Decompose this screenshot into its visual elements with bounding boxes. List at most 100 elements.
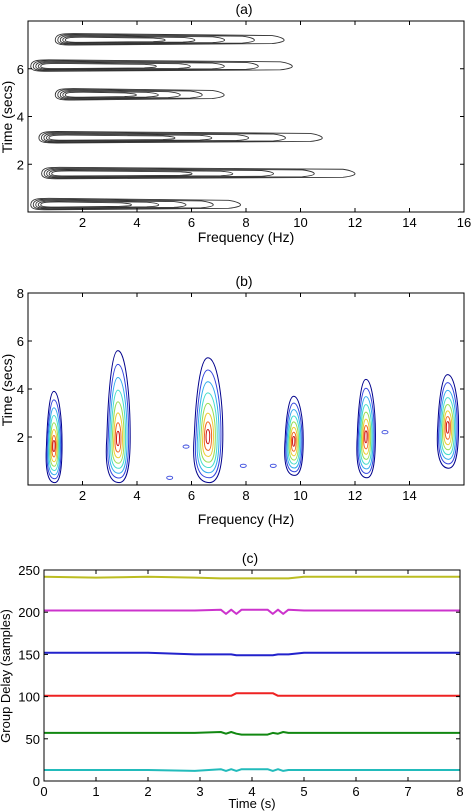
chart-b-ytick-label: 2 [17,430,24,445]
chart-a-xlabel: Frequency (Hz) [198,229,294,245]
contour-blob [193,357,224,484]
contour-line [54,33,285,46]
contour-line [62,35,196,44]
chart-c-ytick-label: 250 [18,563,40,578]
chart-a-ytick-label: 2 [17,157,24,172]
contour-line [40,131,286,143]
contour-line [286,409,302,469]
contour-line [362,418,370,455]
contour-blob [356,378,376,479]
contour-line [48,169,234,178]
contour-band [54,33,285,46]
chart-c-ytick-label: 50 [26,732,40,747]
chart-c-ytick-label: 0 [33,774,40,789]
contour-line [46,399,62,480]
chart-a-xtick-label: 4 [133,215,140,230]
chart-c-frame [43,569,461,782]
chart-a-xtick-label: 2 [79,215,86,230]
contour-line [194,369,222,479]
contour-speck [239,463,247,468]
contour-line [30,197,242,211]
contour-band [30,59,293,72]
contour-line [115,430,120,447]
contour-line [358,396,374,470]
contour-line [41,166,356,180]
contour-line [37,62,191,70]
contour-line [444,416,451,440]
chart-a-ytick-label: 6 [17,62,24,77]
chart-c-ylabel: Group Delay (samples) [0,609,13,743]
chart-b-xtick-label: 12 [348,488,362,503]
contour-line [51,170,193,177]
contour-line [62,90,159,99]
contour-line [38,131,323,144]
chart-c-ytick-label: 150 [18,647,40,662]
contour-blob [45,390,63,484]
contour-line [284,395,304,476]
contour-line [48,415,60,472]
chart-c-xtick-label: 1 [92,784,99,799]
contour-line [54,88,225,101]
contour-blob [284,395,304,476]
contour-line [436,374,460,469]
contour-line [113,412,124,459]
contour-line [30,59,293,72]
chart-b-xtick-label: 2 [79,488,86,503]
contour-line [108,377,128,474]
contour-line [45,390,63,484]
chart-c-title: (c) [242,550,258,566]
series-line [44,768,460,772]
chart-b-xtick-label: 10 [293,488,307,503]
chart-a-xtick-label: 14 [402,215,416,230]
chart-b-xtick-label: 14 [402,488,416,503]
contour-line [35,61,225,71]
contour-speck [182,444,190,449]
contour-line [57,34,255,45]
contour-band [41,166,356,180]
contour-line [40,201,132,208]
chart-c-ytick-label: 100 [18,690,40,705]
chart-a: (a) 2 4 6 8 10 12 14 16 2 4 6 Frequency (Hz) Time … [0,1,471,245]
contour-line [114,422,122,453]
contour-line [46,168,274,178]
chart-c-xtick-label: 4 [248,784,255,799]
contour-band [38,131,323,144]
contour-line [49,422,59,467]
contour-line [198,392,218,469]
chart-b-title: (b) [235,273,252,289]
contour-band [30,197,242,211]
chart-c-xtick-label: 0 [40,784,47,799]
chart-c-ytick-label: 200 [18,605,40,620]
chart-c-xtick-label: 2 [144,784,151,799]
chart-b-xtick-label: 6 [188,488,195,503]
chart-c-xtick-label: 7 [404,784,411,799]
chart-b-xlabel: Frequency (Hz) [198,511,294,527]
contour-line [357,387,375,474]
contour-line [110,389,127,469]
series-line [44,731,460,736]
contour-line [440,397,455,456]
contour-line [205,428,211,445]
contour-line [445,421,450,434]
contour-line [32,60,259,72]
contour-speck [166,475,174,480]
contour-line [356,378,376,479]
contour-line [292,436,296,447]
contour-line [107,363,130,479]
contour-line [111,401,125,464]
series-line [44,608,460,615]
chart-a-title: (a) [235,1,252,17]
contour-line [360,411,372,460]
contour-line [59,89,181,100]
chart-b-ytick-label: 4 [17,382,24,397]
contour-line [285,402,303,473]
chart-b-ytick-label: 8 [17,286,24,301]
chart-b-frame [27,292,465,486]
contour-line [57,88,203,100]
contour-band [54,88,225,101]
contour-line [48,134,176,141]
series-line [44,651,460,657]
contour-line [359,404,373,465]
contour-line [363,424,369,450]
